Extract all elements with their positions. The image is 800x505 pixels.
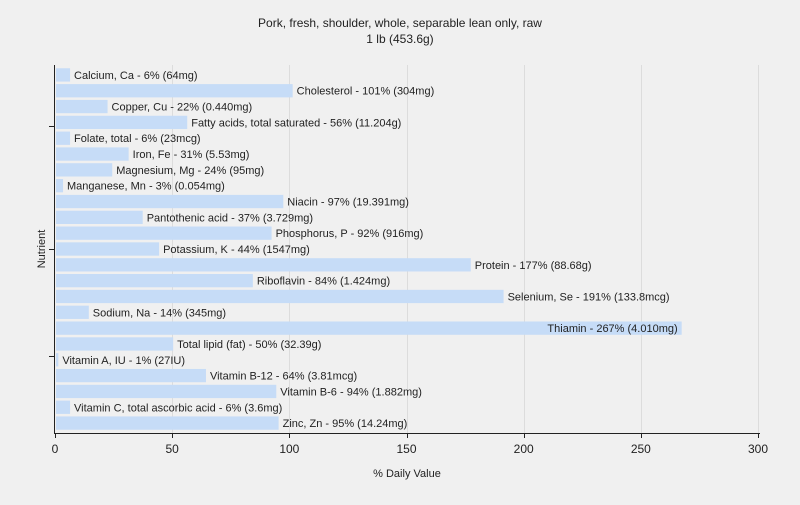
bar (56, 305, 89, 319)
bar (56, 353, 59, 367)
bar (56, 321, 682, 335)
bar (56, 210, 143, 224)
bar-label: Fatty acids, total saturated - 56% (11.2… (191, 117, 401, 129)
bar-label: Magnesium, Mg - 24% (95mg) (116, 165, 264, 177)
bar-label: Total lipid (fat) - 50% (32.39g) (177, 339, 321, 351)
bar (56, 274, 253, 288)
bar (56, 226, 272, 240)
bar-label: Iron, Fe - 31% (5.53mg) (133, 149, 250, 161)
bar-label: Calcium, Ca - 6% (64mg) (74, 70, 197, 82)
bar (56, 289, 504, 304)
bar (56, 242, 160, 256)
bar-label: Niacin - 97% (19.391mg) (287, 197, 409, 209)
bar-label: Vitamin A, IU - 1% (27IU) (62, 355, 185, 367)
bar-label: Sodium, Na - 14% (345mg) (93, 307, 226, 319)
x-tick-label: 0 (52, 442, 59, 456)
bar-label: Potassium, K - 44% (1547mg) (163, 244, 310, 256)
chart-title: Pork, fresh, shoulder, whole, separable … (258, 16, 542, 30)
bar-label: Manganese, Mn - 3% (0.054mg) (67, 181, 225, 193)
x-tick-label: 300 (748, 442, 768, 456)
bar-label: Riboflavin - 84% (1.424mg) (257, 276, 390, 288)
bar (56, 163, 113, 177)
bar (56, 258, 471, 272)
bar (56, 400, 71, 414)
bar (56, 115, 188, 130)
bar (56, 99, 108, 114)
bar-label: Pantothenic acid - 37% (3.729mg) (147, 212, 313, 224)
bar-label: Vitamin B-12 - 64% (3.81mcg) (210, 371, 357, 383)
bar (56, 337, 174, 351)
bar (56, 384, 277, 399)
y-axis-label: Nutrient (36, 230, 48, 269)
bar (56, 368, 206, 383)
bar-label: Selenium, Se - 191% (133.8mcg) (508, 291, 670, 303)
bars: Calcium, Ca - 6% (64mg) Cholesterol - 101… (56, 68, 682, 430)
x-tick-label: 200 (514, 442, 534, 456)
x-ticks: 0 50 100 150 200 250 300 (49, 126, 768, 456)
chart-subtitle: 1 lb (453.6g) (366, 32, 433, 46)
bar-label: Zinc, Zn - 95% (14.24mg) (283, 418, 408, 430)
bar (56, 416, 279, 430)
bar-label: Copper, Cu - 22% (0.440mg) (112, 102, 253, 114)
x-tick-label: 150 (396, 442, 416, 456)
bar (56, 194, 284, 209)
bar-label: Folate, total - 6% (23mcg) (74, 133, 201, 145)
x-axis-label: % Daily Value (373, 468, 441, 480)
bar-label: Phosphorus, P - 92% (916mg) (276, 228, 424, 240)
bar-label: Protein - 177% (88.68g) (475, 260, 592, 272)
bar-label: Vitamin C, total ascorbic acid - 6% (3.6… (74, 402, 282, 414)
x-tick-label: 50 (165, 442, 179, 456)
bar (56, 84, 293, 98)
bar (56, 68, 71, 82)
bar-label: Cholesterol - 101% (304mg) (297, 86, 435, 98)
bar (56, 179, 64, 193)
bar-label: Vitamin B-6 - 94% (1.882mg) (280, 386, 422, 398)
x-tick-label: 100 (279, 442, 299, 456)
bar-label: Thiamin - 267% (4.010mg) (547, 323, 677, 335)
bar (56, 147, 129, 161)
bar (56, 131, 71, 145)
x-tick-label: 250 (631, 442, 651, 456)
